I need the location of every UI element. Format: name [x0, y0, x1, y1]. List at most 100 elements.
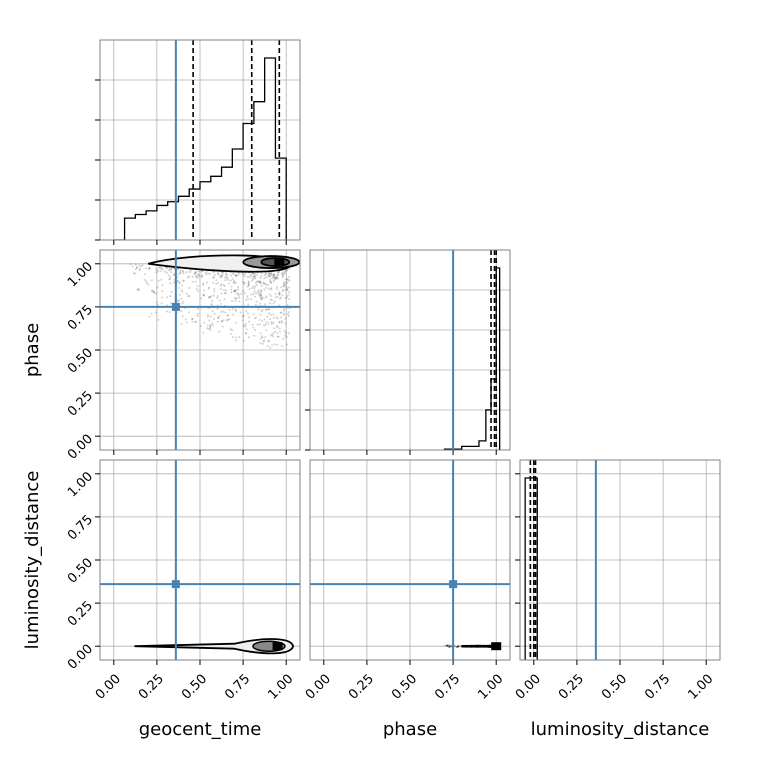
scatter-point [259, 291, 262, 294]
scatter-point [276, 295, 279, 298]
scatter-point [263, 318, 266, 321]
scatter-point [276, 271, 279, 274]
scatter-point [274, 296, 277, 299]
scatter-point [273, 276, 276, 279]
scatter-point [457, 646, 459, 648]
scatter-point [241, 289, 244, 292]
scatter-point [287, 314, 290, 317]
scatter-point [270, 299, 273, 302]
scatter-point [143, 273, 146, 276]
scatter-point [276, 275, 279, 278]
scatter-point [268, 287, 271, 290]
scatter-point [284, 296, 287, 299]
scatter-point [286, 278, 289, 281]
scatter-point [157, 318, 160, 321]
scatter-point [257, 289, 260, 292]
scatter-phase-distance-grid [310, 460, 510, 660]
scatter-point [263, 274, 266, 277]
scatter-point [248, 287, 251, 290]
scatter-point [276, 326, 279, 329]
scatter-point [178, 299, 181, 302]
scatter-point [217, 272, 220, 275]
scatter-point [278, 330, 281, 333]
scatter-point [260, 284, 263, 287]
scatter-point [243, 282, 246, 285]
scatter-point [272, 302, 275, 305]
scatter-point [265, 308, 268, 311]
scatter-point [138, 264, 141, 267]
scatter-point [242, 315, 245, 318]
scatter-point [283, 329, 286, 332]
scatter-point [226, 314, 229, 317]
scatter-point [206, 272, 209, 275]
scatter-point [247, 281, 250, 284]
scatter-point [226, 276, 229, 279]
scatter-point [457, 645, 460, 647]
scatter-point [216, 272, 219, 275]
luminosity-distance-axis-label: luminosity_distance [22, 471, 43, 650]
scatter-point [235, 297, 238, 300]
scatter-point [247, 280, 250, 283]
scatter-point [275, 288, 278, 291]
scatter-point [252, 292, 255, 295]
scatter-point [270, 288, 273, 291]
scatter-point [278, 321, 281, 324]
scatter-point [448, 645, 451, 648]
scatter-point [232, 272, 235, 275]
scatter-point [455, 646, 458, 648]
scatter-phase-distance-xtick-label: 0.75 [432, 672, 463, 703]
scatter-point [202, 331, 205, 334]
scatter-point [278, 293, 281, 296]
hist-distance-xtick-label: 0.50 [599, 672, 630, 703]
scatter-point [456, 646, 459, 649]
scatter-point [143, 278, 146, 281]
scatter-point [177, 300, 180, 303]
scatter-point [280, 286, 283, 289]
scatter-point [232, 313, 235, 316]
scatter-point [238, 296, 241, 299]
scatter-point [235, 321, 238, 324]
scatter-point [254, 303, 257, 306]
scatter-point [266, 345, 269, 348]
scatter-time-phase-ytick-label: 0.50 [65, 345, 96, 376]
scatter-point [235, 336, 238, 339]
scatter-point [220, 283, 223, 286]
contour-outer [134, 638, 295, 655]
scatter-point [265, 321, 268, 324]
scatter-point [213, 290, 216, 293]
scatter-point [283, 285, 286, 288]
scatter-point [272, 316, 275, 319]
scatter-point [176, 279, 179, 282]
scatter-point [450, 645, 453, 647]
scatter-point [191, 320, 194, 323]
scatter-point [137, 287, 140, 290]
scatter-point [230, 288, 233, 291]
scatter-point [274, 300, 277, 303]
hist-distance-histogram [524, 477, 538, 660]
scatter-point [187, 295, 190, 298]
scatter-point [254, 329, 257, 332]
scatter-point [250, 273, 253, 276]
scatter-point [260, 275, 263, 278]
scatter-point [234, 298, 237, 301]
scatter-point [188, 311, 191, 314]
scatter-point [212, 324, 215, 327]
scatter-point [224, 292, 227, 295]
scatter-point [164, 270, 167, 273]
scatter-point [158, 266, 161, 269]
scatter-point [161, 284, 164, 287]
scatter-point [282, 289, 285, 292]
scatter-point [225, 289, 228, 292]
scatter-point [203, 289, 206, 292]
scatter-point [202, 293, 205, 296]
scatter-point [216, 320, 219, 323]
scatter-point [213, 312, 216, 315]
scatter-point [195, 288, 198, 291]
scatter-point [222, 288, 225, 291]
scatter-point [154, 268, 157, 271]
scatter-point [173, 273, 176, 276]
scatter-point [445, 644, 448, 647]
scatter-point [254, 285, 257, 288]
scatter-point [231, 300, 234, 303]
scatter-point [228, 282, 231, 285]
